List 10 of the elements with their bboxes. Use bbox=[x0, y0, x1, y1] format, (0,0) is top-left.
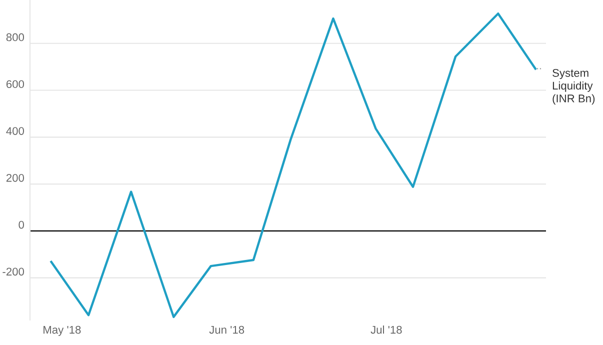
x-tick-label: Jul '18 bbox=[370, 326, 402, 334]
series-label: System Liquidity (INR Bn) bbox=[552, 68, 595, 105]
y-tick-label: 200 bbox=[6, 174, 24, 182]
x-tick-label: Jun '18 bbox=[209, 326, 244, 334]
y-tick-label: 800 bbox=[6, 33, 24, 42]
y-tick-label: -200 bbox=[2, 268, 24, 276]
x-tick-label: May '18 bbox=[44, 326, 81, 336]
y-tick-label: 0 bbox=[18, 220, 24, 229]
y-tick-label: 600 bbox=[6, 80, 24, 88]
y-tick-label: 400 bbox=[6, 127, 24, 135]
